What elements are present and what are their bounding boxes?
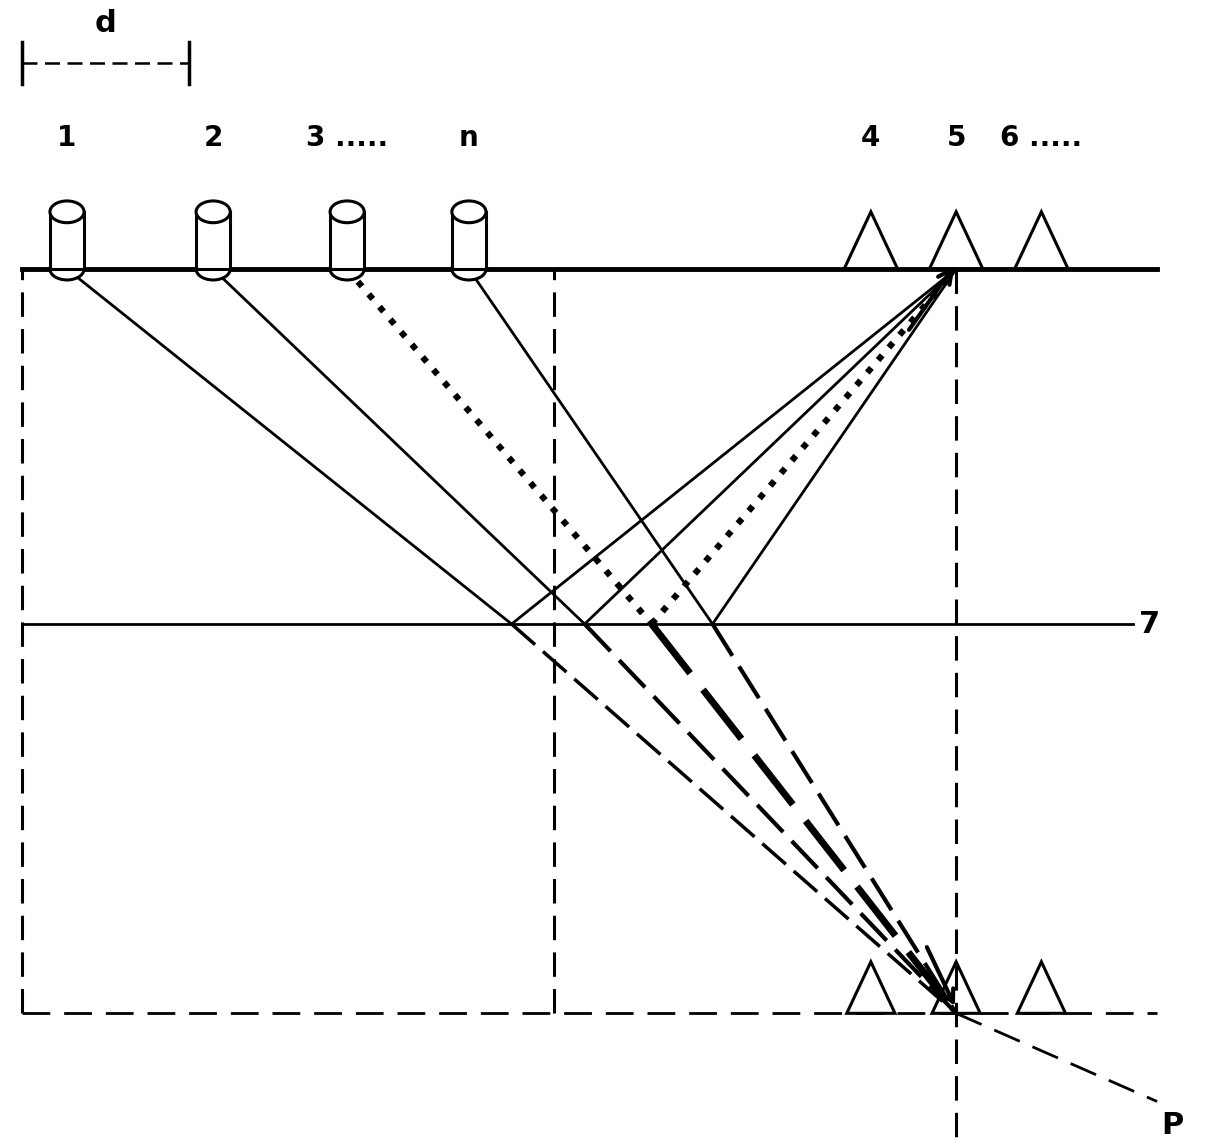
Text: 1: 1 — [57, 125, 77, 152]
Ellipse shape — [330, 258, 364, 279]
Ellipse shape — [452, 258, 486, 279]
Text: 2: 2 — [203, 125, 223, 152]
Text: 7: 7 — [1139, 609, 1160, 639]
Text: 6 .....: 6 ..... — [1000, 125, 1083, 152]
Bar — [196, 212, 230, 269]
Bar — [330, 212, 364, 269]
Text: 4: 4 — [861, 125, 881, 152]
Bar — [452, 212, 486, 269]
Ellipse shape — [330, 200, 364, 222]
Ellipse shape — [50, 258, 84, 279]
Text: 5: 5 — [946, 125, 966, 152]
Ellipse shape — [196, 258, 230, 279]
Ellipse shape — [452, 200, 486, 222]
Text: 3 .....: 3 ..... — [306, 125, 389, 152]
Text: n: n — [459, 125, 479, 152]
Bar — [50, 212, 84, 269]
Ellipse shape — [196, 200, 230, 222]
Text: d: d — [95, 9, 116, 38]
Ellipse shape — [50, 200, 84, 222]
Text: P: P — [1161, 1111, 1183, 1139]
